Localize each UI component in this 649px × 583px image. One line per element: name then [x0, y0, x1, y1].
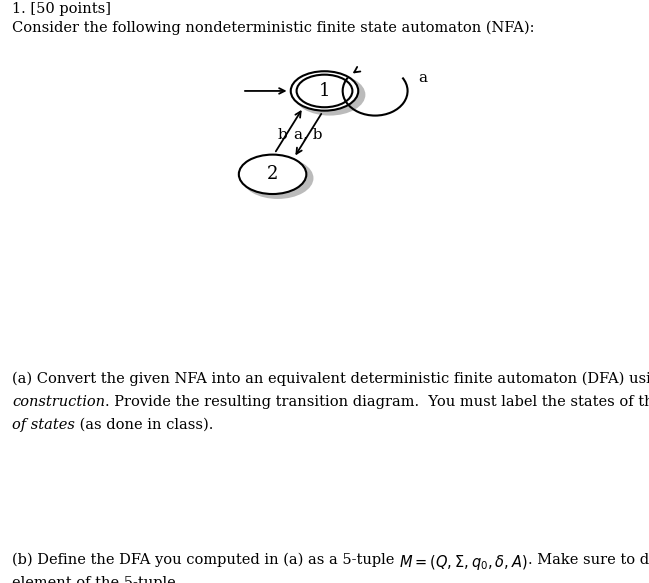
- Text: 2: 2: [267, 166, 278, 183]
- Text: 1: 1: [319, 82, 330, 100]
- Text: a: a: [419, 71, 428, 85]
- Text: (a) Convert the given NFA into an equivalent deterministic finite automaton (DFA: (a) Convert the given NFA into an equiva…: [12, 371, 649, 386]
- Text: of states: of states: [12, 418, 75, 432]
- Text: . Make sure to define each: . Make sure to define each: [528, 553, 649, 567]
- Text: 1. [50 points]: 1. [50 points]: [12, 2, 111, 16]
- Text: (b) Define the DFA you computed in (a) as a 5-tuple: (b) Define the DFA you computed in (a) a…: [12, 553, 399, 567]
- Text: a, b: a, b: [294, 127, 323, 141]
- Text: (as done in class).: (as done in class).: [75, 418, 214, 432]
- Text: construction: construction: [12, 395, 105, 409]
- Circle shape: [239, 154, 306, 194]
- Circle shape: [294, 74, 365, 115]
- Circle shape: [291, 71, 358, 111]
- Text: $M = (Q, \Sigma, q_0, \delta, A)$: $M = (Q, \Sigma, q_0, \delta, A)$: [399, 553, 528, 572]
- Text: element of the 5-tuple.: element of the 5-tuple.: [12, 576, 180, 583]
- Text: . Provide the resulting transition diagram.  You must label the states of the DF: . Provide the resulting transition diagr…: [105, 395, 649, 409]
- Text: b: b: [278, 128, 288, 142]
- Text: Consider the following nondeterministic finite state automaton (NFA):: Consider the following nondeterministic …: [12, 21, 535, 36]
- Circle shape: [242, 157, 313, 199]
